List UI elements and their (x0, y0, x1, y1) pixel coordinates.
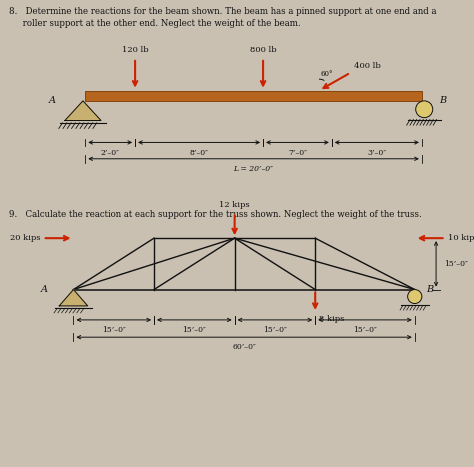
Text: 120 lb: 120 lb (122, 46, 148, 54)
Text: 8’–0″: 8’–0″ (190, 149, 209, 156)
Text: 3’–0″: 3’–0″ (367, 149, 386, 156)
Text: 15’–0″: 15’–0″ (444, 260, 467, 268)
Text: 15’–0″: 15’–0″ (102, 326, 126, 334)
Circle shape (408, 290, 422, 304)
Text: B: B (439, 96, 447, 106)
Bar (85, 91, 422, 101)
Text: 9.   Calculate the reaction at each support for the truss shown. Neglect the wei: 9. Calculate the reaction at each suppor… (9, 210, 422, 219)
Text: 10 kips: 10 kips (448, 234, 474, 242)
Text: 15’–0″: 15’–0″ (182, 326, 206, 334)
Text: A: A (40, 285, 47, 294)
Text: 15’–0″: 15’–0″ (353, 326, 377, 334)
Text: 800 lb: 800 lb (250, 46, 276, 54)
Text: 60’–0″: 60’–0″ (232, 343, 256, 351)
Text: 12 kips: 12 kips (219, 201, 250, 209)
Text: A: A (48, 96, 55, 106)
Polygon shape (59, 290, 88, 306)
Circle shape (416, 101, 433, 118)
Text: 15’–0″: 15’–0″ (263, 326, 287, 334)
Text: 20 kips: 20 kips (10, 234, 40, 242)
Text: B: B (427, 285, 434, 294)
Text: 8 kips: 8 kips (319, 315, 345, 323)
Text: 8.   Determine the reactions for the beam shown. The beam has a pinned support a: 8. Determine the reactions for the beam … (9, 7, 437, 28)
Text: L = 20’–0″: L = 20’–0″ (234, 165, 273, 173)
Text: 60°: 60° (321, 71, 333, 78)
Polygon shape (65, 101, 101, 120)
Text: 2’–0″: 2’–0″ (100, 149, 120, 156)
Text: 400 lb: 400 lb (355, 62, 381, 70)
Text: 7’–0″: 7’–0″ (288, 149, 307, 156)
